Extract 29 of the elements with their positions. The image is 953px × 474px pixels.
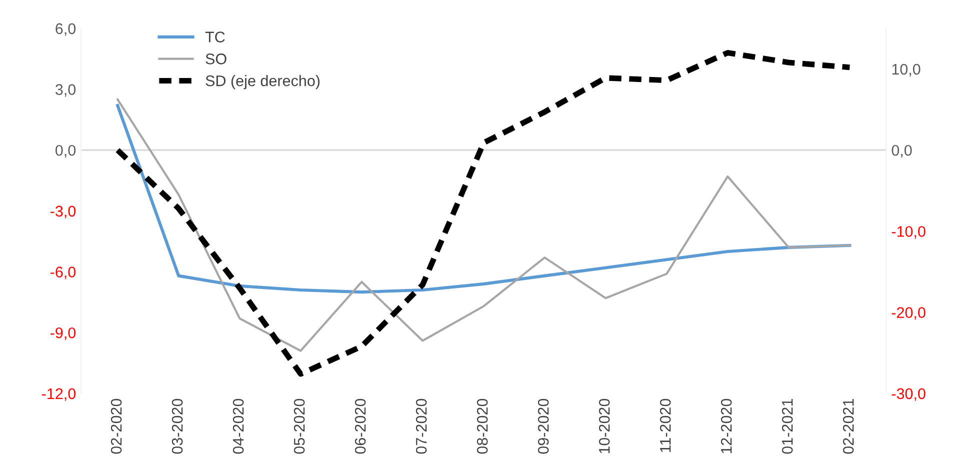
y-tick-label: -3,0: [50, 206, 76, 218]
x-tick-label: 06-2020: [354, 398, 366, 454]
y-tick-label: -9,0: [50, 327, 76, 340]
x-tick-label: 03-2020: [172, 398, 183, 454]
x-tick-label: 11-2020: [660, 398, 671, 452]
x-tick-label: 01-2021: [782, 399, 793, 454]
y-tick-label: 6,0: [56, 23, 76, 36]
x-tick-label: 02-2021: [842, 399, 854, 454]
x-tick-label: 05-2020: [294, 398, 305, 454]
x-tick-label: 07-2020: [416, 398, 427, 454]
y2-tick-label: -30,0: [892, 388, 926, 401]
legend-label: TC: [205, 32, 225, 42]
x-tick-label: 08-2020: [476, 398, 488, 454]
y2-tick-label: -10,0: [892, 226, 926, 239]
y2-tick-label: 10,0: [892, 64, 920, 76]
line-series: [116, 98, 851, 352]
legend-label: SO: [206, 54, 226, 64]
y-tick-label: -12,0: [42, 388, 76, 401]
y-tick-label: 3,0: [55, 84, 76, 97]
legend-label: SD (eje derecho): [206, 75, 320, 90]
y2-tick-label: 0,0: [892, 144, 912, 158]
x-tick-label: 04-2020: [232, 398, 244, 454]
y-tick-label: -6,0: [50, 266, 76, 280]
x-tick-label: 10-2020: [598, 398, 610, 454]
y-tick-label: 0,0: [56, 144, 76, 158]
x-tick-label: 09-2020: [538, 398, 549, 454]
x-tick-label: 12-2020: [720, 398, 732, 454]
x-tick-label: 02-2020: [110, 398, 122, 454]
y2-tick-label: -20,0: [892, 307, 926, 320]
